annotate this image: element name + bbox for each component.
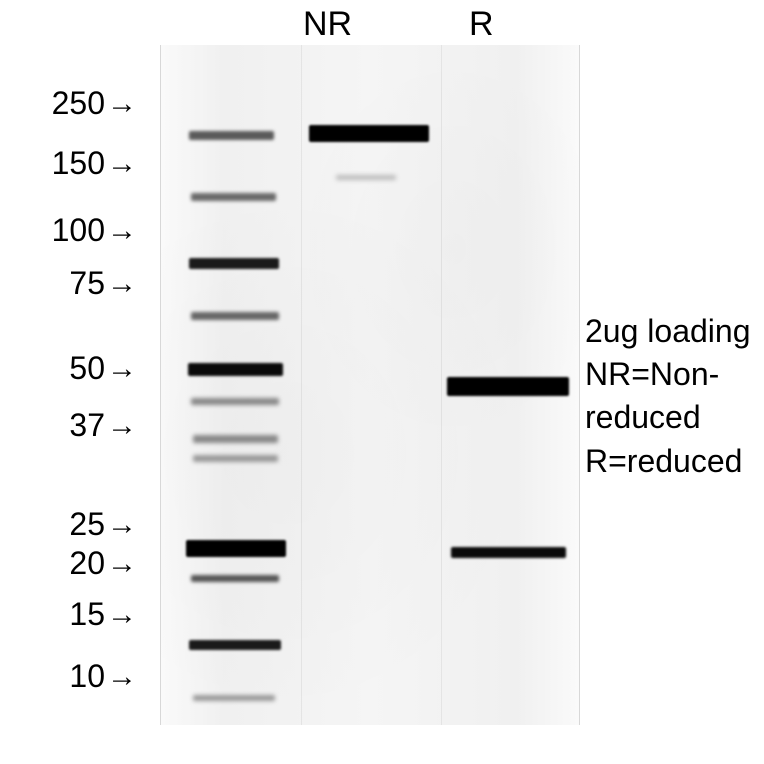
arrow-right-icon: → — [107, 660, 137, 694]
ladder-band-10 — [189, 640, 281, 650]
marker-label-150: 150→ — [35, 145, 137, 182]
ladder-band-1 — [191, 193, 276, 201]
marker-label-20: 20→ — [35, 545, 137, 582]
lane-header-r: R — [469, 5, 494, 44]
gel-container — [160, 45, 580, 725]
ladder-band-5 — [191, 398, 279, 405]
marker-label-text: 250 — [35, 85, 105, 122]
marker-label-250: 250→ — [35, 85, 137, 122]
arrow-right-icon: → — [107, 87, 137, 121]
annotation-line-4: R=reduced — [585, 440, 750, 483]
nr-band-1 — [336, 175, 396, 180]
annotation-line-1: 2ug loading — [585, 310, 750, 353]
marker-label-text: 75 — [35, 265, 105, 302]
marker-label-100: 100→ — [35, 212, 137, 249]
arrow-right-icon: → — [107, 352, 137, 386]
annotation-line-2: NR=Non- — [585, 353, 750, 396]
r-band-1 — [451, 547, 566, 558]
marker-label-text: 100 — [35, 212, 105, 249]
marker-label-text: 37 — [35, 407, 105, 444]
ladder-band-11 — [193, 695, 275, 701]
arrow-right-icon: → — [107, 214, 137, 248]
arrow-right-icon: → — [107, 598, 137, 632]
lane-divider-1 — [301, 45, 302, 725]
ladder-band-4 — [188, 363, 283, 376]
ladder-band-0 — [189, 131, 274, 140]
arrow-right-icon: → — [107, 547, 137, 581]
ladder-band-8 — [186, 540, 286, 557]
marker-label-10: 10→ — [35, 658, 137, 695]
ladder-band-2 — [189, 258, 279, 269]
ladder-band-9 — [191, 575, 279, 582]
marker-label-text: 50 — [35, 350, 105, 387]
arrow-right-icon: → — [107, 267, 137, 301]
lane-divider-2 — [441, 45, 442, 725]
ladder-band-3 — [191, 312, 279, 320]
arrow-right-icon: → — [107, 409, 137, 443]
lane-header-nr: NR — [303, 5, 352, 44]
marker-label-37: 37→ — [35, 407, 137, 444]
arrow-right-icon: → — [107, 508, 137, 542]
ladder-band-7 — [193, 455, 278, 462]
marker-label-text: 20 — [35, 545, 105, 582]
marker-label-50: 50→ — [35, 350, 137, 387]
annotation-line-3: reduced — [585, 396, 750, 439]
nr-band-0 — [309, 125, 429, 142]
r-band-0 — [447, 377, 569, 396]
marker-label-25: 25→ — [35, 506, 137, 543]
ladder-band-6 — [193, 435, 278, 443]
marker-label-75: 75→ — [35, 265, 137, 302]
marker-label-text: 15 — [35, 596, 105, 633]
arrow-right-icon: → — [107, 147, 137, 181]
marker-label-text: 25 — [35, 506, 105, 543]
marker-label-15: 15→ — [35, 596, 137, 633]
loading-annotation: 2ug loading NR=Non- reduced R=reduced — [585, 310, 750, 483]
marker-label-text: 150 — [35, 145, 105, 182]
marker-label-text: 10 — [35, 658, 105, 695]
